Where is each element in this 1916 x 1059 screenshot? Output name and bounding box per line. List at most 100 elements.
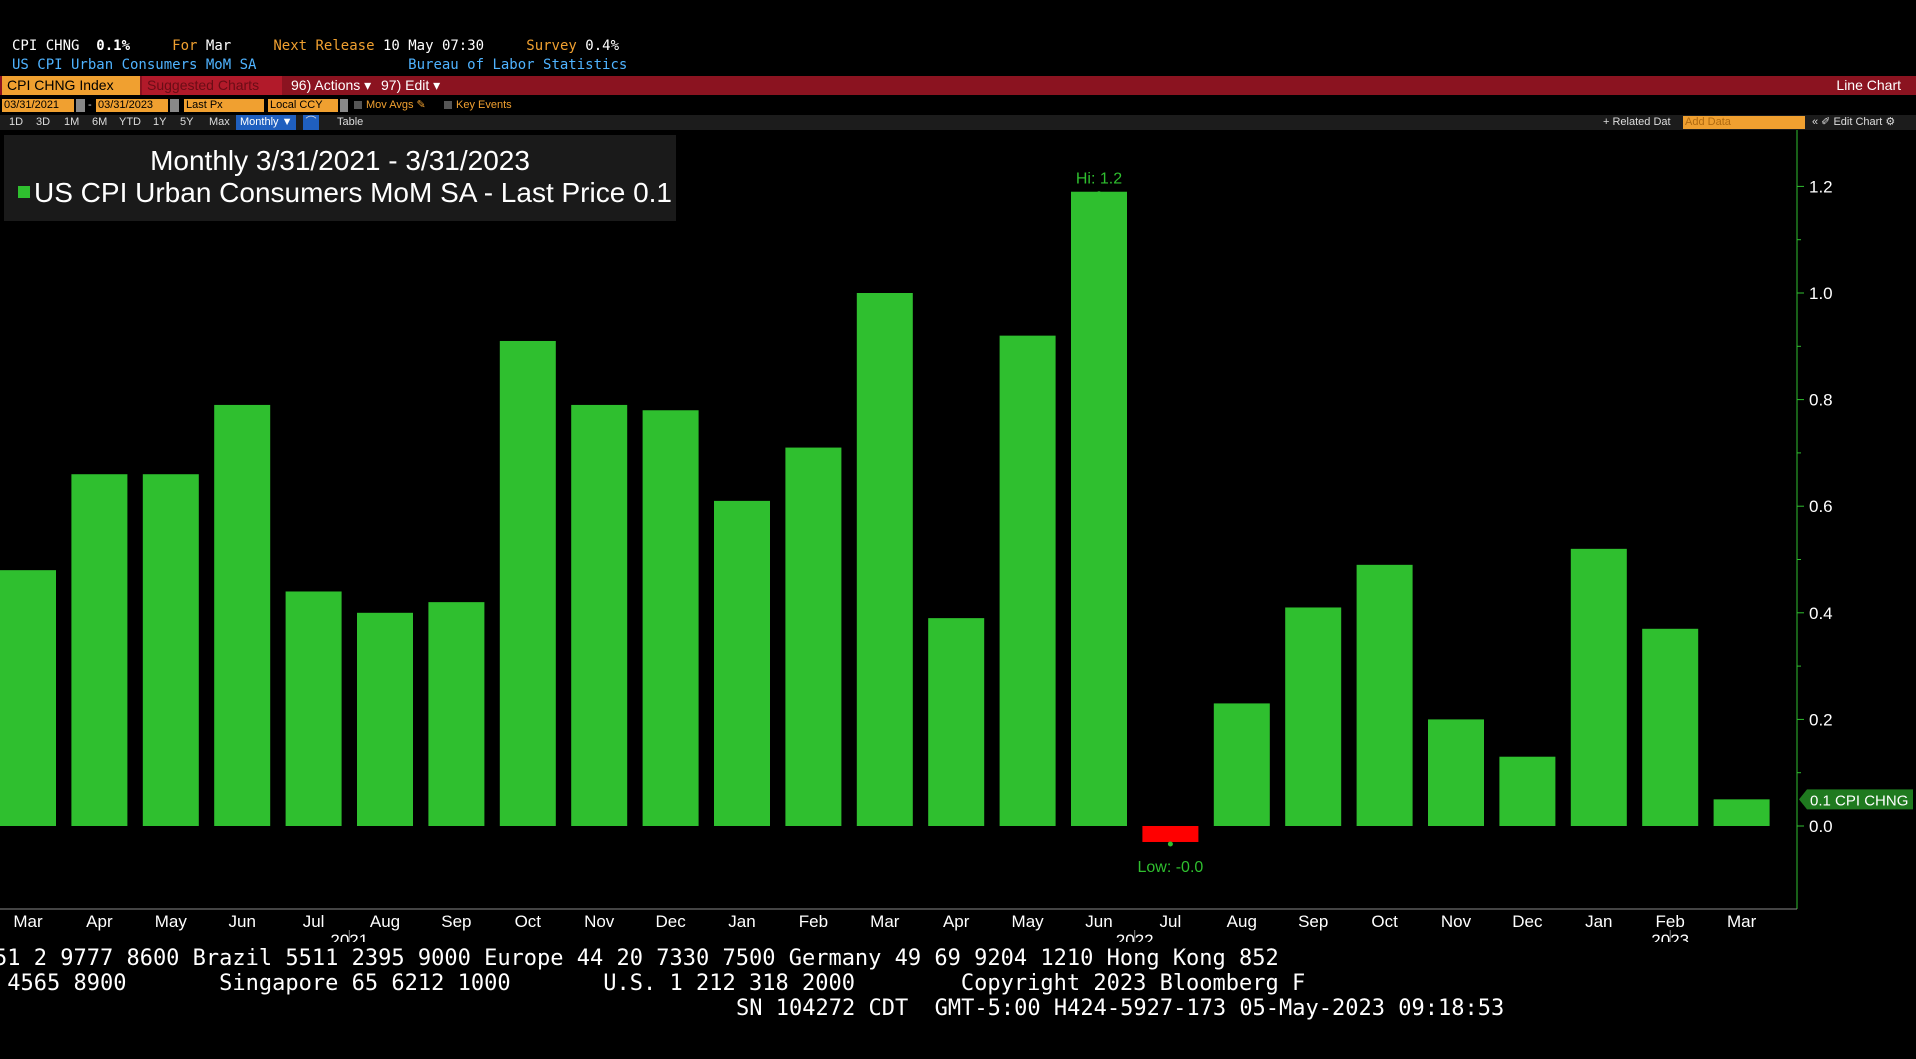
end-date-field[interactable]: 03/31/2023 — [96, 99, 168, 112]
data-source: Bureau of Labor Statistics — [408, 57, 628, 73]
x-tick-label: Jan — [1585, 912, 1612, 931]
bar-4 — [214, 404, 271, 826]
key-events-toggle[interactable]: Key Events — [444, 99, 512, 112]
x-tick-label: Feb — [799, 912, 828, 931]
year-label: 2021 — [330, 931, 368, 942]
actions-menu[interactable]: 96) Actions ▾ — [291, 77, 372, 93]
year-label: 2023 — [1651, 931, 1689, 942]
start-date-calendar-icon[interactable] — [76, 99, 85, 112]
survey-value: 0.4% — [585, 38, 619, 54]
x-tick-label: Jul — [1160, 912, 1182, 931]
bar-21 — [1428, 719, 1484, 826]
bar-2 — [71, 474, 128, 826]
x-tick-label: Mar — [13, 912, 43, 931]
ticker-label: CPI CHNG — [12, 38, 80, 54]
toolbar: CPI CHNG Index Suggested Charts 96) Acti… — [0, 76, 1916, 95]
y-tick-label: 0.4 — [1809, 604, 1833, 623]
x-tick-label: Jun — [1085, 912, 1112, 931]
x-tick-label: Dec — [655, 912, 686, 931]
last-value-label: 0.1 CPI CHNG — [1810, 792, 1908, 809]
bar-3 — [142, 474, 199, 826]
period-1y[interactable]: 1Y — [153, 116, 167, 128]
footer: 51 2 9777 8600 Brazil 5511 2395 9000 Eur… — [0, 942, 1916, 1059]
legend-series-label: US CPI Urban Consumers MoM SA - Last Pri… — [34, 177, 626, 208]
x-tick-label: Apr — [86, 912, 113, 931]
for-value: Mar — [205, 38, 232, 54]
period-5y[interactable]: 5Y — [180, 116, 194, 128]
edit-menu[interactable]: 97) Edit ▾ — [381, 77, 441, 93]
x-tick-label: May — [1012, 912, 1045, 931]
period-max[interactable]: Max — [209, 116, 230, 128]
checkbox-icon — [444, 101, 452, 110]
checkbox-icon — [354, 101, 362, 110]
year-label: 2022 — [1116, 931, 1154, 942]
chart-legend: Monthly 3/31/2021 - 3/31/2023 US CPI Urb… — [4, 135, 676, 221]
x-tick-label: Sep — [441, 912, 471, 931]
x-tick-label: Nov — [1441, 912, 1472, 931]
currency-dropdown-icon[interactable] — [340, 99, 348, 112]
next-release-value: 10 May 07:30 — [382, 38, 485, 54]
bar-18 — [1213, 703, 1270, 826]
hi-marker — [1096, 191, 1102, 197]
end-date-calendar-icon[interactable] — [170, 99, 179, 112]
options-bar: 03/31/2021 - 03/31/2023 Last Px Local CC… — [0, 98, 1916, 114]
x-tick-label: Mar — [1727, 912, 1757, 931]
bar-12 — [785, 447, 842, 826]
legend-title: Monthly 3/31/2021 - 3/31/2023 — [150, 145, 530, 176]
bar-23 — [1570, 548, 1627, 826]
suggested-charts-button[interactable]: Suggested Charts — [142, 76, 282, 95]
footer-line-1: 51 2 9777 8600 Brazil 5511 2395 9000 Eur… — [0, 946, 1279, 971]
currency-select[interactable]: Local CCY — [268, 99, 338, 112]
bar-8 — [499, 340, 556, 826]
mov-avgs-label: Mov Avgs — [366, 99, 414, 111]
x-tick-label: Jan — [728, 912, 755, 931]
legend-last-value: 0.1 — [633, 177, 673, 208]
key-events-label: Key Events — [456, 99, 512, 111]
start-date-field[interactable]: 03/31/2021 — [2, 99, 74, 112]
bar-24 — [1642, 628, 1699, 826]
related-data-button[interactable]: + Related Dat — [1603, 116, 1671, 128]
x-tick-label: Oct — [515, 912, 542, 931]
axes: Hi: 1.2 Low: -0.0 0.0 0.2 0.4 0.6 0.8 1.0 1.2 0.1… — [0, 130, 1913, 942]
period-6m[interactable]: 6M — [92, 116, 108, 128]
bar-1 — [0, 570, 56, 826]
bar-9 — [571, 404, 628, 826]
y-tick-label: 1.2 — [1809, 177, 1833, 196]
bar-13 — [856, 293, 913, 826]
y-tick-label: 0.0 — [1809, 817, 1833, 836]
add-data-input[interactable]: Add Data — [1683, 116, 1805, 129]
bar-10 — [642, 410, 699, 826]
period-1d[interactable]: 1D — [9, 116, 24, 128]
footer-line-3: SN 104272 CDT GMT-5:00 H424-5927-173 05-… — [736, 996, 1505, 1021]
field-select[interactable]: Last Px — [184, 99, 264, 112]
mov-avgs-toggle[interactable]: Mov Avgs ✎ — [354, 99, 426, 112]
period-bar: 1D 3D 1M 6M YTD 1Y 5Y Max Monthly ▼ ⌒ Ta… — [0, 115, 1916, 130]
y-tick-label: 1.0 — [1809, 284, 1833, 303]
for-label: For — [172, 38, 198, 54]
next-release-label: Next Release — [273, 38, 375, 54]
bar-chart: Hi: 1.2 Low: -0.0 0.0 0.2 0.4 0.6 0.8 1.0 1.2 0.1… — [0, 130, 1913, 942]
bar-20 — [1356, 564, 1413, 826]
description-line: US CPI Urban Consumers MoM SA Bureau of … — [12, 57, 627, 73]
x-tick-label: Apr — [943, 912, 970, 931]
series-description: US CPI Urban Consumers MoM SA — [12, 57, 257, 73]
bar-6 — [357, 612, 413, 826]
date-dash: - — [88, 99, 92, 111]
bar-22 — [1499, 756, 1556, 826]
table-button[interactable]: Table — [337, 116, 364, 128]
period-3d[interactable]: 3D — [36, 116, 51, 128]
survey-label: Survey — [526, 38, 577, 54]
edit-chart-button[interactable]: « ✐ Edit Chart ⚙ — [1812, 116, 1896, 128]
bar-16 — [1071, 191, 1127, 827]
x-tick-label: Oct — [1371, 912, 1398, 931]
chart-style-icon[interactable]: ⌒ — [303, 115, 319, 130]
ticker-field[interactable]: CPI CHNG Index — [2, 76, 140, 95]
x-tick-label: Aug — [1227, 912, 1257, 931]
bar-17 — [1142, 826, 1199, 842]
period-1m[interactable]: 1M — [64, 116, 80, 128]
x-tick-label: Jul — [303, 912, 325, 931]
y-tick-label: 0.8 — [1809, 391, 1833, 410]
x-tick-label: Feb — [1656, 912, 1685, 931]
frequency-select[interactable]: Monthly ▼ — [236, 115, 297, 130]
period-ytd[interactable]: YTD — [119, 116, 141, 128]
